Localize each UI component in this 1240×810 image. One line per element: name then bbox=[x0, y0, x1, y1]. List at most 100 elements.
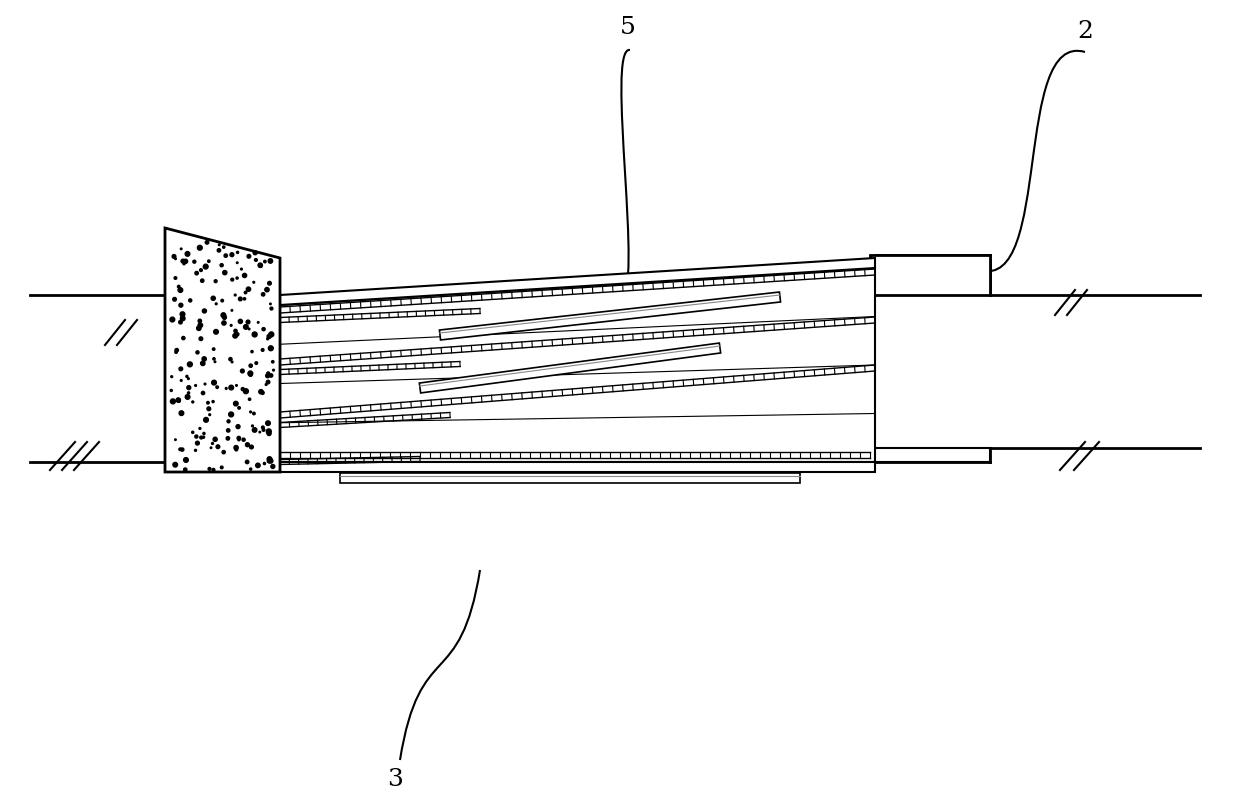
Circle shape bbox=[181, 316, 185, 321]
Circle shape bbox=[200, 269, 202, 271]
Circle shape bbox=[182, 336, 185, 339]
Circle shape bbox=[184, 458, 188, 463]
Circle shape bbox=[246, 460, 249, 463]
Circle shape bbox=[227, 420, 231, 423]
Circle shape bbox=[236, 424, 241, 428]
Circle shape bbox=[248, 398, 250, 400]
Circle shape bbox=[179, 400, 180, 403]
Circle shape bbox=[249, 411, 252, 413]
Circle shape bbox=[234, 330, 237, 333]
Circle shape bbox=[201, 391, 205, 394]
Circle shape bbox=[253, 281, 254, 284]
Circle shape bbox=[200, 337, 202, 340]
Circle shape bbox=[185, 394, 190, 399]
Circle shape bbox=[265, 384, 267, 386]
Circle shape bbox=[269, 332, 274, 337]
Circle shape bbox=[259, 432, 260, 433]
Circle shape bbox=[231, 278, 233, 281]
Circle shape bbox=[172, 297, 176, 301]
Circle shape bbox=[259, 264, 262, 267]
Circle shape bbox=[253, 251, 257, 254]
Circle shape bbox=[265, 421, 270, 425]
Circle shape bbox=[211, 296, 216, 301]
Circle shape bbox=[229, 357, 232, 360]
Circle shape bbox=[198, 319, 202, 322]
Circle shape bbox=[197, 326, 201, 330]
Polygon shape bbox=[280, 462, 875, 472]
Circle shape bbox=[196, 441, 200, 445]
Polygon shape bbox=[280, 268, 875, 462]
Circle shape bbox=[193, 260, 196, 263]
Circle shape bbox=[208, 414, 211, 416]
Circle shape bbox=[181, 448, 184, 451]
Circle shape bbox=[243, 325, 248, 329]
Circle shape bbox=[267, 338, 269, 339]
Circle shape bbox=[212, 380, 217, 385]
Circle shape bbox=[203, 433, 205, 434]
Circle shape bbox=[201, 279, 203, 283]
Circle shape bbox=[249, 468, 252, 470]
Circle shape bbox=[269, 458, 273, 463]
Circle shape bbox=[223, 271, 227, 275]
Circle shape bbox=[177, 285, 180, 288]
Circle shape bbox=[236, 333, 239, 336]
Circle shape bbox=[267, 429, 272, 434]
Circle shape bbox=[243, 389, 248, 394]
Circle shape bbox=[197, 245, 202, 250]
Circle shape bbox=[212, 442, 213, 445]
Circle shape bbox=[213, 330, 218, 335]
Circle shape bbox=[221, 313, 226, 318]
Circle shape bbox=[203, 264, 208, 269]
Circle shape bbox=[222, 321, 226, 325]
Text: 3: 3 bbox=[387, 769, 403, 791]
Circle shape bbox=[269, 303, 272, 305]
Circle shape bbox=[258, 263, 263, 267]
Circle shape bbox=[247, 287, 250, 292]
Circle shape bbox=[249, 364, 253, 368]
Circle shape bbox=[241, 268, 242, 270]
Circle shape bbox=[252, 428, 257, 433]
Circle shape bbox=[231, 309, 233, 311]
Circle shape bbox=[265, 288, 269, 292]
Circle shape bbox=[244, 292, 247, 294]
Circle shape bbox=[196, 351, 200, 354]
Circle shape bbox=[184, 259, 187, 263]
Circle shape bbox=[217, 249, 221, 252]
Circle shape bbox=[229, 253, 234, 257]
Circle shape bbox=[236, 385, 237, 386]
Circle shape bbox=[172, 463, 177, 467]
Circle shape bbox=[255, 362, 258, 364]
Circle shape bbox=[170, 318, 175, 322]
Circle shape bbox=[179, 448, 181, 450]
Circle shape bbox=[228, 412, 233, 417]
Circle shape bbox=[272, 360, 274, 363]
Circle shape bbox=[246, 443, 249, 446]
Circle shape bbox=[184, 468, 187, 471]
Circle shape bbox=[248, 371, 253, 376]
Circle shape bbox=[207, 260, 210, 262]
Circle shape bbox=[262, 292, 265, 296]
Circle shape bbox=[262, 327, 265, 330]
Circle shape bbox=[231, 361, 233, 363]
Circle shape bbox=[262, 348, 264, 352]
Circle shape bbox=[185, 252, 190, 256]
Circle shape bbox=[174, 277, 177, 279]
Circle shape bbox=[179, 367, 182, 371]
Circle shape bbox=[267, 372, 269, 375]
Circle shape bbox=[180, 248, 182, 249]
Circle shape bbox=[226, 387, 227, 390]
Circle shape bbox=[236, 277, 238, 279]
Circle shape bbox=[250, 351, 253, 352]
Circle shape bbox=[267, 457, 272, 462]
Circle shape bbox=[212, 401, 215, 403]
Circle shape bbox=[181, 259, 185, 263]
Circle shape bbox=[254, 258, 257, 262]
Circle shape bbox=[213, 358, 215, 360]
Circle shape bbox=[260, 391, 264, 394]
Circle shape bbox=[243, 273, 247, 278]
Circle shape bbox=[175, 258, 176, 259]
Circle shape bbox=[208, 467, 211, 471]
Circle shape bbox=[187, 386, 191, 390]
Text: 5: 5 bbox=[620, 16, 636, 40]
Circle shape bbox=[242, 438, 246, 441]
